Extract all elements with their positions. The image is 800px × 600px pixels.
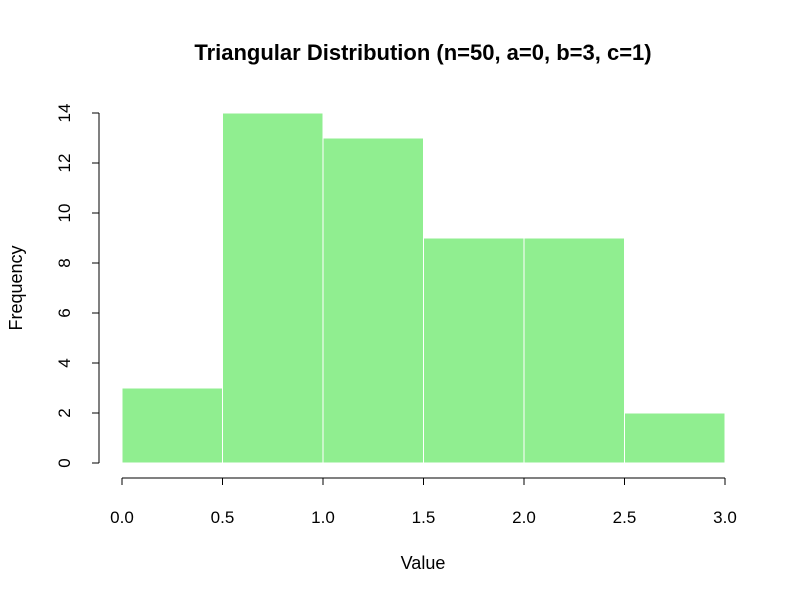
y-tick-label: 14 — [55, 104, 74, 123]
y-tick-label: 4 — [55, 358, 74, 367]
chart-title: Triangular Distribution (n=50, a=0, b=3,… — [194, 40, 651, 65]
x-tick-label: 3.0 — [713, 508, 737, 527]
y-tick-label: 10 — [55, 204, 74, 223]
y-tick-label: 6 — [55, 308, 74, 317]
x-axis-label: Value — [401, 553, 446, 573]
x-tick-label: 1.5 — [412, 508, 436, 527]
y-axis: 0 2 4 6 8 10 12 14 — [55, 104, 100, 468]
y-tick-label: 8 — [55, 258, 74, 267]
bars-group — [121, 112, 726, 464]
histogram-bar — [523, 237, 625, 464]
y-axis-label: Frequency — [6, 245, 26, 330]
x-tick-label: 0.5 — [211, 508, 235, 527]
x-tick-label: 0.0 — [110, 508, 134, 527]
histogram-bar — [423, 237, 525, 464]
histogram-bar — [222, 112, 324, 464]
x-tick-label: 2.5 — [613, 508, 637, 527]
y-tick-label: 12 — [55, 154, 74, 173]
histogram-bar — [121, 387, 223, 464]
x-tick-label: 1.0 — [311, 508, 335, 527]
histogram-bar — [624, 412, 726, 464]
x-tick-label: 2.0 — [512, 508, 536, 527]
y-tick-label: 0 — [55, 458, 74, 467]
y-tick-label: 2 — [55, 408, 74, 417]
histogram-bar — [322, 137, 424, 464]
x-axis: 0.0 0.5 1.0 1.5 2.0 2.5 3.0 — [110, 477, 737, 527]
